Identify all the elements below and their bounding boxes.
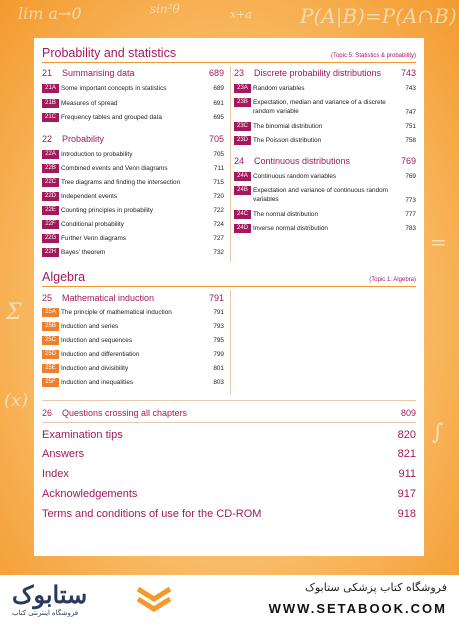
section-tag: 24D xyxy=(234,224,251,233)
section-tag: 24B xyxy=(234,186,251,195)
list-item[interactable]: 25D Induction and differentiation 799 xyxy=(42,350,224,360)
contents-page: Probability and statistics (Topic 5: Sta… xyxy=(34,38,424,556)
section-tag: 21C xyxy=(42,113,59,122)
bg-formula: = xyxy=(430,230,447,254)
section-tag: 22D xyxy=(42,192,59,201)
divider xyxy=(42,422,416,423)
list-item[interactable]: 23D The Poisson distribution 758 xyxy=(234,136,416,146)
section-tag: 22A xyxy=(42,150,59,159)
section-tag: 25B xyxy=(42,322,59,331)
bg-formula: x+a xyxy=(230,8,252,21)
footer-banner: ستابوک فروشگاه اینترنتی کتاب فروشگاه کتا… xyxy=(0,575,459,625)
list-item[interactable]: 24B Expectation and variance of continuou… xyxy=(234,186,416,206)
section-tag: 22C xyxy=(42,178,59,187)
list-item[interactable]: 21A Some important concepts in statistics… xyxy=(42,84,224,94)
back-matter-item[interactable]: Acknowledgements 917 xyxy=(42,488,416,500)
chapter-page: 689 xyxy=(208,68,224,78)
list-item[interactable]: 25A The principle of mathematical inducti… xyxy=(42,308,224,318)
chapter-page: 705 xyxy=(208,134,224,144)
logo-subtitle: فروشگاه اینترنتی کتاب xyxy=(12,610,79,617)
section-tag: 23D xyxy=(234,136,251,145)
section-tag: 23B xyxy=(234,98,251,107)
list-item[interactable]: 22E Counting principles in probability 722 xyxy=(42,206,224,216)
column-divider xyxy=(230,66,231,262)
list-item[interactable]: 22F Conditional probability 724 xyxy=(42,220,224,230)
list-item[interactable]: 22C Tree diagrams and finding the interse… xyxy=(42,178,224,188)
section-tag: 23C xyxy=(234,122,251,131)
list-item[interactable]: 22D Independent events 720 xyxy=(42,192,224,202)
list-item[interactable]: 22B Combined events and Venn diagrams 711 xyxy=(42,164,224,174)
section-tag: 22G xyxy=(42,234,59,243)
chevron-logo-icon xyxy=(136,586,172,612)
list-item[interactable]: 25C Induction and sequences 795 xyxy=(42,336,224,346)
bg-formula: (x) xyxy=(4,390,29,411)
store-name: فروشگاه کتاب پزشکی ستابوک xyxy=(305,581,447,594)
section-tag: 25E xyxy=(42,364,59,373)
section-tag: 25D xyxy=(42,350,59,359)
chapter-page: 809 xyxy=(400,408,416,418)
bg-formula: Σ xyxy=(6,300,22,325)
section-tag: 22F xyxy=(42,220,59,229)
list-item[interactable]: 21B Measures of spread 691 xyxy=(42,99,224,109)
section-tag: 24C xyxy=(234,210,251,219)
list-item[interactable]: 22H Bayes' theorem 732 xyxy=(42,248,224,258)
list-item[interactable]: 24C The normal distribution 777 xyxy=(234,210,416,220)
chapter-heading[interactable]: 23 Discrete probability distributions 743 xyxy=(234,68,416,78)
chapter-page: 743 xyxy=(400,68,416,78)
column-divider xyxy=(230,290,231,394)
chapter-heading[interactable]: 22 Probability 705 xyxy=(42,134,224,144)
section-tag: 21B xyxy=(42,99,59,108)
bg-formula: P(A|B)=P(A∩B) xyxy=(300,4,457,28)
section-header-algebra: Algebra (Topic 1: Algebra) xyxy=(42,266,416,287)
chapter-heading[interactable]: 26 Questions crossing all chapters 809 xyxy=(42,408,416,418)
section-tag: 22H xyxy=(42,248,59,257)
section-topic: (Topic 5: Statistics & probability) xyxy=(330,53,416,59)
chapter-heading[interactable]: 21 Summarising data 689 xyxy=(42,68,224,78)
back-matter-item[interactable]: Index 911 xyxy=(42,468,416,480)
list-item[interactable]: 23C The binomial distribution 751 xyxy=(234,122,416,132)
section-tag: 22E xyxy=(42,206,59,215)
back-matter-item[interactable]: Examination tips 820 xyxy=(42,429,416,441)
back-matter-item[interactable]: Terms and conditions of use for the CD-R… xyxy=(42,508,416,520)
bg-formula: lim a→0 xyxy=(18,4,82,23)
bg-formula: sin²θ xyxy=(150,2,180,16)
section-title: Probability and statistics xyxy=(42,46,177,60)
list-item[interactable]: 22A Introduction to probability 705 xyxy=(42,150,224,160)
section-tag: 22B xyxy=(42,164,59,173)
back-matter-item[interactable]: Answers 821 xyxy=(42,448,416,460)
chapter-heading[interactable]: 25 Mathematical induction 791 xyxy=(42,293,224,303)
chapter-page: 791 xyxy=(208,293,224,303)
section-tag: 23A xyxy=(234,84,251,93)
store-url[interactable]: WWW.SETABOOK.COM xyxy=(268,601,447,616)
logo-text: ستابوک xyxy=(12,582,88,609)
list-item[interactable]: 22G Further Venn diagrams 727 xyxy=(42,234,224,244)
section-tag: 21A xyxy=(42,84,59,93)
list-item[interactable]: 21C Frequency tables and grouped data 695 xyxy=(42,113,224,123)
divider xyxy=(42,400,416,401)
section-tag: 25C xyxy=(42,336,59,345)
list-item[interactable]: 23A Random variables 743 xyxy=(234,84,416,94)
list-item[interactable]: 25B Induction and series 793 xyxy=(42,322,224,332)
list-item[interactable]: 25F Induction and inequalities 803 xyxy=(42,378,224,388)
section-tag: 25A xyxy=(42,308,59,317)
list-item[interactable]: 24A Continuous random variables 769 xyxy=(234,172,416,182)
bg-formula: ∫ xyxy=(432,420,444,445)
setabook-logo[interactable]: ستابوک فروشگاه اینترنتی کتاب xyxy=(10,581,110,619)
list-item[interactable]: 25E Induction and divisibility 801 xyxy=(42,364,224,374)
list-item[interactable]: 23B Expectation, median and variance of a… xyxy=(234,98,416,118)
section-topic: (Topic 1: Algebra) xyxy=(369,277,416,283)
section-header-probability: Probability and statistics (Topic 5: Sta… xyxy=(42,42,416,63)
section-tag: 24A xyxy=(234,172,251,181)
section-tag: 25F xyxy=(42,378,59,387)
section-title: Algebra xyxy=(42,270,86,284)
chapter-heading[interactable]: 24 Continuous distributions 769 xyxy=(234,156,416,166)
list-item[interactable]: 24D Inverse normal distribution 783 xyxy=(234,224,416,234)
chapter-page: 769 xyxy=(400,156,416,166)
